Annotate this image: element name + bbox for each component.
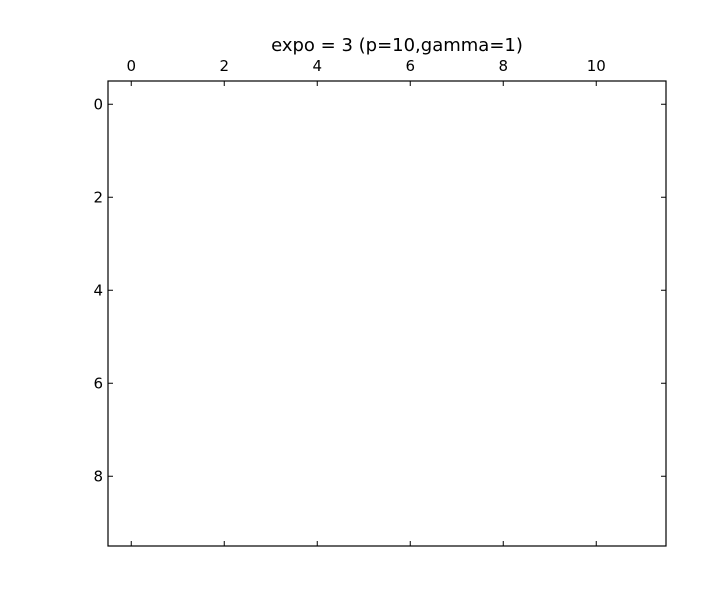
y-tick-label-6: 6 bbox=[93, 374, 103, 392]
x-axis: 0 2 4 6 8 10 bbox=[126, 57, 606, 546]
chart-title: expo = 3 (p=10,gamma=1) bbox=[271, 35, 523, 56]
y-tick-label-0: 0 bbox=[93, 95, 103, 113]
x-tick-label-0: 0 bbox=[126, 57, 136, 75]
y-tick-label-4: 4 bbox=[93, 281, 103, 299]
x-tick-label-8: 8 bbox=[498, 57, 508, 75]
x-tick-label-10: 10 bbox=[587, 57, 606, 75]
plot-frame bbox=[107, 80, 667, 547]
plot-area bbox=[107, 80, 667, 547]
x-tick-label-6: 6 bbox=[405, 57, 415, 75]
x-tick-label-2: 2 bbox=[219, 57, 229, 75]
y-tick-label-8: 8 bbox=[93, 467, 103, 485]
y-axis: 0 2 4 6 8 bbox=[93, 95, 666, 485]
x-tick-label-4: 4 bbox=[312, 57, 322, 75]
y-tick-label-2: 2 bbox=[93, 188, 103, 206]
